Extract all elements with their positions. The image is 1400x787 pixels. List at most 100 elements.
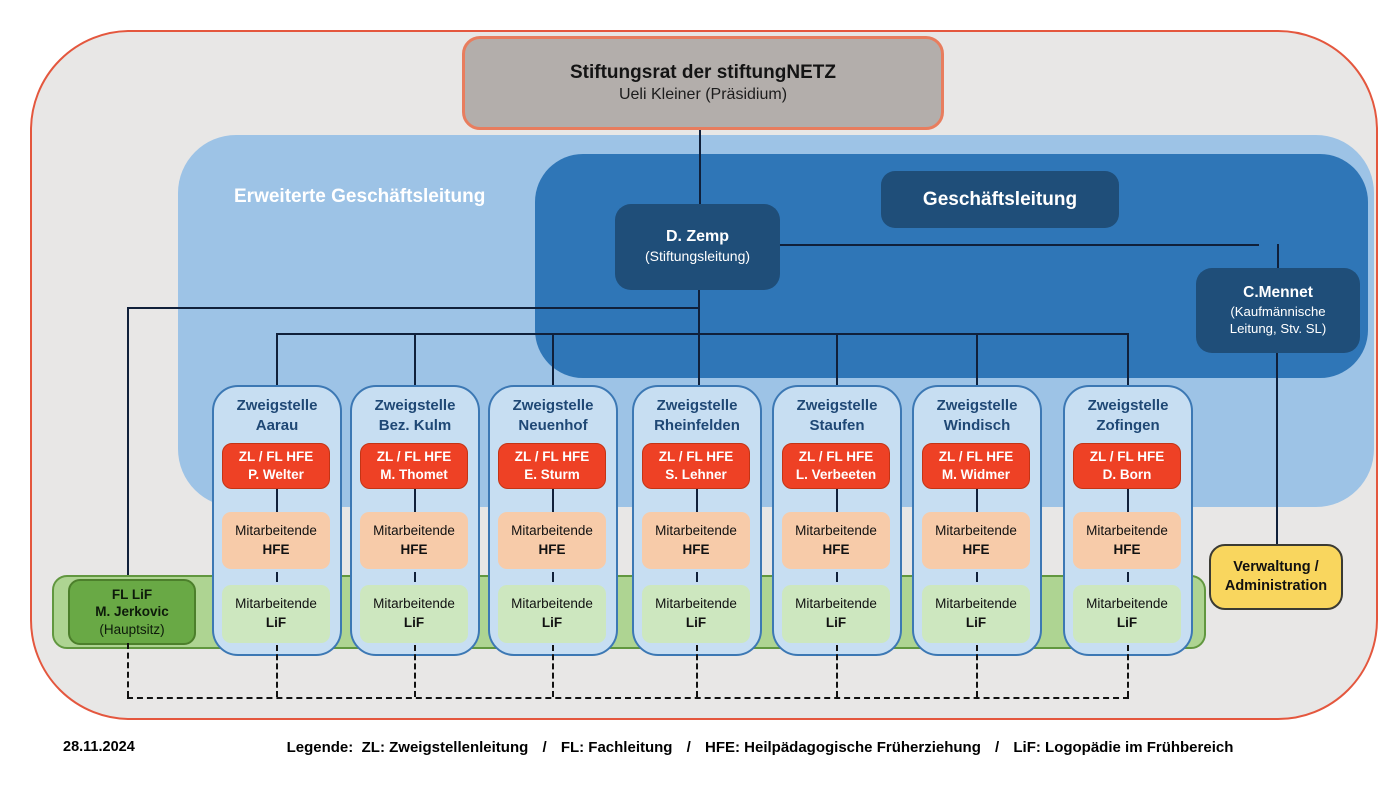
staff-word: Mitarbeitende bbox=[795, 522, 877, 538]
hfe-label: HFE bbox=[962, 541, 990, 557]
branch-lead-role: ZL / FL HFE bbox=[514, 448, 590, 464]
legend-item-zl: ZL: Zweigstellenleitung bbox=[361, 739, 529, 756]
dashed-connector-fl-lif bbox=[127, 643, 129, 697]
legend-label: Legende: bbox=[286, 739, 354, 756]
dashed-connector-zofingen bbox=[1127, 645, 1129, 697]
staff-word: Mitarbeitende bbox=[655, 522, 737, 538]
branch-lead-box: ZL / FL HFE M. Thomet bbox=[360, 443, 468, 489]
connector-board-to-zemp bbox=[699, 124, 701, 204]
branch-hfe-box: Mitarbeitende HFE bbox=[1073, 512, 1181, 569]
fl-lif-location: (Hauptsitz) bbox=[99, 621, 165, 637]
lif-label: LiF bbox=[1116, 615, 1138, 630]
branch-inner-connector bbox=[552, 489, 554, 512]
dashed-connector-rheinfelden bbox=[696, 645, 698, 697]
extended-management-label: Erweiterte Geschäftsleitung bbox=[234, 186, 486, 207]
connector-mennet-to-admin bbox=[1276, 353, 1278, 544]
branch-column-neuenhof: Zweigstelle Neuenhof ZL / FL HFE E. Stur… bbox=[488, 385, 618, 656]
connector-drop-bez-kulm bbox=[414, 333, 416, 385]
branch-prefix: Zweigstelle bbox=[936, 397, 1018, 414]
connector-drop-staufen bbox=[836, 333, 838, 385]
legend-line: Legende: ZL: Zweigstellenleitung / FL: F… bbox=[260, 739, 1260, 756]
branch-inner-connector bbox=[976, 489, 978, 512]
branch-lead-name: S. Lehner bbox=[665, 467, 727, 482]
branch-lead-role: ZL / FL HFE bbox=[238, 448, 314, 464]
branch-city: Rheinfelden bbox=[654, 417, 740, 435]
admin-box: Verwaltung / Administration bbox=[1209, 544, 1343, 610]
hfe-label: HFE bbox=[1113, 541, 1141, 557]
branch-lif-box: Mitarbeitende LiF bbox=[922, 585, 1030, 643]
branch-inner-connector bbox=[414, 489, 416, 512]
branch-lead-role: ZL / FL HFE bbox=[938, 448, 1014, 464]
branch-inner-tick bbox=[976, 572, 978, 582]
lif-label: LiF bbox=[541, 615, 563, 630]
branch-lead-box: ZL / FL HFE P. Welter bbox=[222, 443, 330, 489]
dashed-connector-aarau bbox=[276, 645, 278, 697]
board-box: Stiftungsrat der stiftungNETZ Ueli Klein… bbox=[462, 36, 944, 130]
lif-label: LiF bbox=[825, 615, 847, 630]
branch-inner-tick bbox=[552, 572, 554, 582]
branch-prefix: Zweigstelle bbox=[512, 397, 594, 414]
connector-branch-bus bbox=[277, 333, 1129, 335]
legend-item-hfe: HFE: Heilpädagogische Früherziehung bbox=[705, 739, 981, 756]
branch-column-rheinfelden: Zweigstelle Rheinfelden ZL / FL HFE S. L… bbox=[632, 385, 762, 656]
branch-lead-name: D. Born bbox=[1102, 467, 1152, 482]
branch-lead-name: M. Widmer bbox=[941, 467, 1011, 482]
hfe-label: HFE bbox=[262, 541, 290, 557]
branch-lead-box: ZL / FL HFE L. Verbeeten bbox=[782, 443, 890, 489]
branch-hfe-box: Mitarbeitende HFE bbox=[498, 512, 606, 569]
fl-lif-box: FL LiF M. Jerkovic (Hauptsitz) bbox=[68, 579, 196, 645]
branch-lead-role: ZL / FL HFE bbox=[658, 448, 734, 464]
staff-word: Mitarbeitende bbox=[1086, 522, 1168, 538]
hfe-label: HFE bbox=[400, 541, 428, 557]
branch-hfe-box: Mitarbeitende HFE bbox=[782, 512, 890, 569]
connector-to-fl-lif bbox=[127, 307, 129, 579]
connector-drop-windisch bbox=[976, 333, 978, 385]
branch-lead-role: ZL / FL HFE bbox=[1089, 448, 1165, 464]
lif-label: LiF bbox=[965, 615, 987, 630]
branch-column-bez-kulm: Zweigstelle Bez. Kulm ZL / FL HFE M. Tho… bbox=[350, 385, 480, 656]
branch-lead-name: M. Thomet bbox=[380, 467, 448, 482]
branch-city: Bez. Kulm bbox=[378, 417, 452, 435]
connector-zemp-to-mennet bbox=[780, 244, 1259, 246]
dashed-connector-windisch bbox=[976, 645, 978, 697]
hfe-label: HFE bbox=[822, 541, 850, 557]
branch-inner-tick bbox=[1127, 572, 1129, 582]
branch-inner-tick bbox=[836, 572, 838, 582]
staff-word: Mitarbeitende bbox=[1086, 596, 1168, 612]
commercial-lead-role: (Kaufmännische Leitung, Stv. SL) bbox=[1229, 304, 1327, 336]
branch-lif-box: Mitarbeitende LiF bbox=[360, 585, 468, 643]
branch-lif-box: Mitarbeitende LiF bbox=[642, 585, 750, 643]
branch-lead-name: L. Verbeeten bbox=[795, 467, 877, 482]
legend-item-fl: FL: Fachleitung bbox=[560, 739, 673, 756]
branch-lead-box: ZL / FL HFE D. Born bbox=[1073, 443, 1181, 489]
branch-lead-role: ZL / FL HFE bbox=[376, 448, 452, 464]
branch-lif-box: Mitarbeitende LiF bbox=[498, 585, 606, 643]
staff-word: Mitarbeitende bbox=[935, 596, 1017, 612]
branch-inner-tick bbox=[276, 572, 278, 582]
branch-prefix: Zweigstelle bbox=[1087, 397, 1169, 414]
board-title: Stiftungsrat der stiftungNETZ bbox=[570, 62, 836, 83]
foundation-lead-box: D. Zemp (Stiftungsleitung) bbox=[615, 204, 780, 290]
branch-lif-box: Mitarbeitende LiF bbox=[222, 585, 330, 643]
lif-label: LiF bbox=[265, 615, 287, 630]
branch-prefix: Zweigstelle bbox=[796, 397, 878, 414]
dashed-connector-bez-kulm bbox=[414, 645, 416, 697]
staff-word: Mitarbeitende bbox=[655, 596, 737, 612]
branch-city: Staufen bbox=[809, 417, 865, 435]
connector-mennet-drop bbox=[1277, 244, 1279, 268]
branch-inner-connector bbox=[836, 489, 838, 512]
branch-lead-box: ZL / FL HFE S. Lehner bbox=[642, 443, 750, 489]
branch-city: Windisch bbox=[943, 417, 1011, 435]
staff-word: Mitarbeitende bbox=[373, 596, 455, 612]
branch-column-aarau: Zweigstelle Aarau ZL / FL HFE P. Welter … bbox=[212, 385, 342, 656]
branch-hfe-box: Mitarbeitende HFE bbox=[360, 512, 468, 569]
fl-lif-name: M. Jerkovic bbox=[95, 604, 169, 620]
branch-hfe-box: Mitarbeitende HFE bbox=[922, 512, 1030, 569]
branch-lead-box: ZL / FL HFE M. Widmer bbox=[922, 443, 1030, 489]
dashed-connector-neuenhof bbox=[552, 645, 554, 697]
staff-word: Mitarbeitende bbox=[373, 522, 455, 538]
hfe-label: HFE bbox=[682, 541, 710, 557]
commercial-lead-box: C.Mennet (Kaufmännische Leitung, Stv. SL… bbox=[1196, 268, 1360, 353]
branch-lif-box: Mitarbeitende LiF bbox=[1073, 585, 1181, 643]
dashed-connector-bus bbox=[127, 697, 1129, 699]
